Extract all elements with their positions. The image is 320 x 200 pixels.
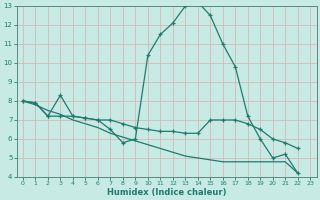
X-axis label: Humidex (Indice chaleur): Humidex (Indice chaleur) (107, 188, 226, 197)
